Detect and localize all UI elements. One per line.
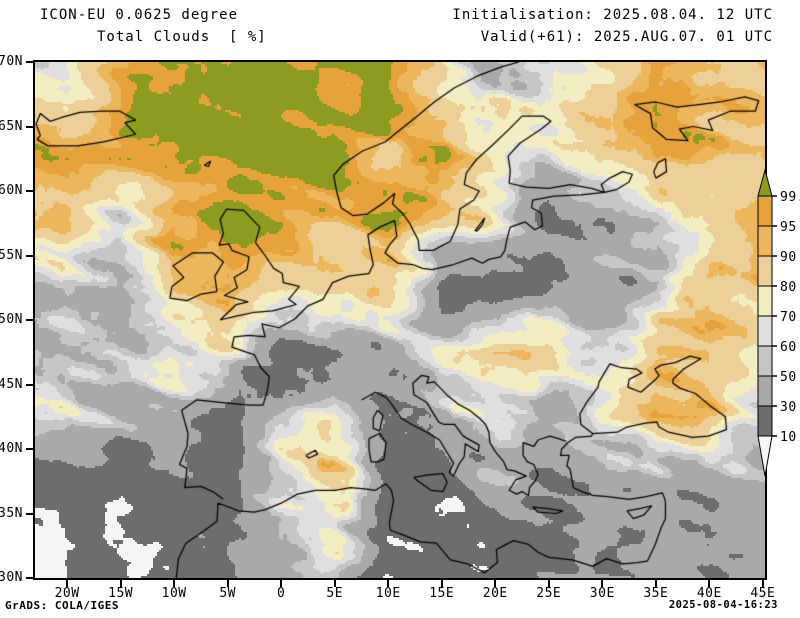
lat-tick-label: 65N: [0, 118, 23, 134]
lat-tick: [26, 190, 33, 192]
lat-tick: [26, 319, 33, 321]
lon-tick-label: 45E: [750, 586, 776, 601]
colorbar-tick-label: 99.5: [780, 190, 800, 205]
lat-tick: [26, 448, 33, 450]
colorbar-segment: [757, 285, 773, 317]
lon-tick-label: 15E: [429, 586, 455, 601]
lon-tick-label: 0: [277, 586, 286, 601]
lon-tick-label: 35E: [643, 586, 669, 601]
lon-tick-label: 5E: [326, 586, 344, 601]
colorbar-segment: [757, 345, 773, 377]
colorbar-segment: [757, 225, 773, 257]
lat-tick: [26, 125, 33, 128]
lon-tick: [494, 580, 497, 587]
variable-title: Total Clouds [ %]: [97, 29, 267, 45]
initialisation-time: Initialisation: 2025.08.04. 12 UTC: [452, 7, 773, 23]
lon-tick-label: 20W: [54, 586, 80, 601]
colorbar-segment: [757, 375, 773, 407]
colorbar-segment: [757, 255, 773, 287]
colorbar-segment: [757, 195, 773, 227]
map-frame: [33, 60, 767, 580]
lon-tick-label: 10W: [161, 586, 187, 601]
colorbar-bottom-triangle: [757, 435, 773, 477]
coastline-overlay: [35, 62, 765, 578]
grads-credit: GrADS: COLA/IGES: [5, 599, 119, 612]
lon-tick-label: 30E: [589, 586, 615, 601]
valid-time: Valid(+61): 2025.AUG.07. 01 UTC: [480, 29, 773, 45]
creation-timestamp: 2025-08-04-16:23: [668, 599, 778, 611]
lon-tick-label: 40E: [696, 586, 722, 601]
model-title: ICON-EU 0.0625 degree: [40, 7, 239, 23]
colorbar-segment: [757, 315, 773, 347]
lon-tick: [280, 580, 283, 587]
lat-tick: [26, 512, 33, 515]
lon-tick: [387, 580, 390, 587]
lon-tick: [761, 580, 764, 587]
colorbar-tick-label: 60: [780, 340, 797, 355]
lat-tick: [26, 254, 33, 257]
lat-tick: [26, 383, 33, 386]
colorbar: 99.5 95 90 80 70 60 50 30 10: [757, 168, 800, 477]
lon-tick-label: 15W: [108, 586, 134, 601]
lat-tick-label: 45N: [0, 376, 23, 392]
lat-tick-label: 35N: [0, 505, 23, 521]
lon-tick: [173, 580, 176, 587]
lon-tick: [119, 580, 122, 587]
lon-tick: [708, 580, 711, 587]
lon-tick-label: 5W: [219, 586, 236, 601]
colorbar-tick-label: 10: [780, 430, 797, 445]
colorbar-segment: [757, 405, 773, 437]
colorbar-tick-label: 95: [780, 220, 797, 235]
lat-tick-label: 30N: [0, 570, 23, 585]
lon-tick: [601, 580, 604, 587]
colorbar-tick-label: 50: [780, 370, 797, 385]
lat-tick-label: 55N: [0, 247, 23, 263]
lon-tick: [226, 580, 229, 587]
colorbar-tick-label: 30: [780, 400, 797, 415]
lon-tick: [333, 580, 336, 587]
lon-tick: [66, 580, 69, 587]
colorbar-tick-label: 80: [780, 280, 797, 295]
lon-tick-label: 10E: [375, 586, 401, 601]
lat-tick-label: 40N: [0, 441, 23, 456]
lon-tick-label: 25E: [536, 586, 562, 601]
lat-tick: [26, 577, 33, 579]
lon-tick-label: 20E: [482, 586, 508, 601]
colorbar-tick-label: 90: [780, 250, 797, 265]
colorbar-top-triangle: [757, 168, 773, 197]
lon-tick: [654, 580, 657, 587]
colorbar-tick-label: 70: [780, 310, 797, 325]
lat-tick-label: 70N: [0, 54, 23, 69]
lon-tick: [440, 580, 443, 587]
lat-tick-label: 60N: [0, 183, 23, 198]
lat-tick: [26, 61, 33, 63]
lon-tick: [547, 580, 550, 587]
lat-tick-label: 50N: [0, 312, 23, 327]
